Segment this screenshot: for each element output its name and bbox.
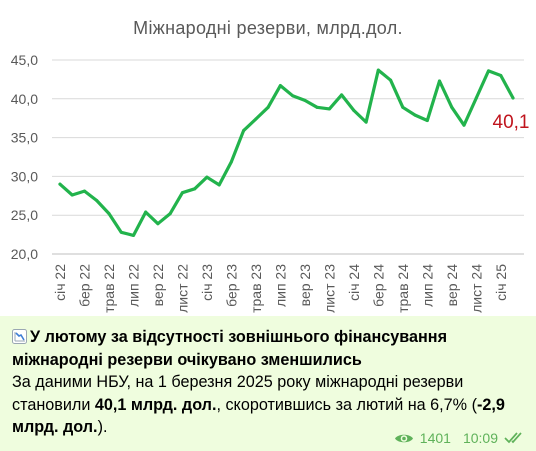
x-tick-label: січ 24 [346,264,362,301]
eye-icon [394,434,413,442]
x-tick-label: лист 22 [174,264,190,313]
body-suffix: ). [97,418,108,436]
x-tick-label: січ 22 [52,264,68,301]
data-point [291,94,295,98]
data-point [168,212,172,216]
data-point [352,108,356,112]
data-point [229,160,233,164]
headline-text: У лютому за відсутності зовнішнього фіна… [12,328,448,369]
data-point [487,69,491,73]
data-point [303,98,307,102]
double-check-icon [504,432,522,444]
x-tick-label: вер 22 [150,264,166,307]
data-point [131,233,135,237]
message-body: За даними НБУ, на 1 березня 2025 року мі… [12,371,527,439]
data-point [217,183,221,187]
y-tick-label: 35,0 [11,130,38,146]
data-point [180,191,184,195]
y-tick-label: 20,0 [11,246,38,262]
data-point [266,105,270,109]
data-point [254,117,258,121]
x-tick-label: трав 24 [395,264,411,313]
x-tick-label: вер 24 [444,264,460,307]
chart-decreasing-icon [12,329,27,344]
data-point [119,230,123,234]
data-point [144,210,148,214]
data-point [462,123,466,127]
data-point [401,105,405,109]
message-meta: 1401 10:09 [394,430,524,446]
message-headline: У лютому за відсутності зовнішнього фіна… [12,326,527,371]
data-point [82,189,86,193]
data-point [242,129,246,133]
data-point [474,96,478,100]
x-tick-label: трав 23 [248,264,264,313]
x-tick-label: бер 23 [223,264,239,307]
data-point [107,212,111,216]
x-tick-label: лист 24 [468,264,484,313]
data-point [413,113,417,117]
x-tick-label: лип 23 [272,264,288,307]
data-point [315,105,319,109]
last-value-label: 40,1 [493,112,530,133]
x-tick-label: бер 24 [370,264,386,307]
x-tick-label: трав 22 [101,264,117,313]
x-tick-label: лип 24 [419,264,435,307]
y-tick-label: 30,0 [11,168,38,184]
data-point [327,107,331,111]
x-tick-label: лист 23 [321,264,337,313]
data-point [156,222,160,226]
y-tick-label: 25,0 [11,207,38,223]
message-time: 10:09 [462,430,498,446]
data-point [511,96,515,100]
x-tick-label: лип 22 [126,264,142,307]
data-point [58,182,62,186]
data-point [95,198,99,202]
data-point [193,187,197,191]
x-tick-label: січ 23 [199,264,215,301]
y-tick-label: 40,0 [11,91,38,107]
message-text: У лютому за відсутності зовнішнього фіна… [12,326,527,439]
data-point [340,93,344,97]
data-point [205,175,209,179]
data-point [278,84,282,88]
views-count: 1401 [419,430,451,446]
data-point [438,79,442,83]
data-point [499,74,503,78]
line-chart: 20,0 25,0 30,0 35,0 40,0 45,0 січ 22 бер 22 трав… [11,52,530,313]
y-tick-label: 45,0 [11,52,38,68]
x-tick-label: вер 23 [297,264,313,307]
chart-title: Міжнародні резерви, млрд.дол. [133,18,403,38]
body-prefix: За даними НБУ, на 1 березня 2025 року мі… [12,373,464,414]
data-point [364,120,368,124]
data-point [450,105,454,109]
data-point [376,68,380,72]
x-tick-label: бер 22 [77,264,93,307]
data-point [389,78,393,82]
x-tick-label: січ 25 [493,264,509,301]
body-reserves-value: 40,1 млрд. дол. [94,395,217,414]
data-point [70,193,74,197]
series-line [58,68,515,237]
body-change-value: -2,9 млрд. дол. [12,395,505,437]
body-middle: , скоротившись за лютий на 6,7% ( [216,395,477,414]
data-point [425,119,429,123]
chart-image[interactable]: Міжнародні резерви, млрд.дол. 20,0 25,0 30… [0,0,536,316]
